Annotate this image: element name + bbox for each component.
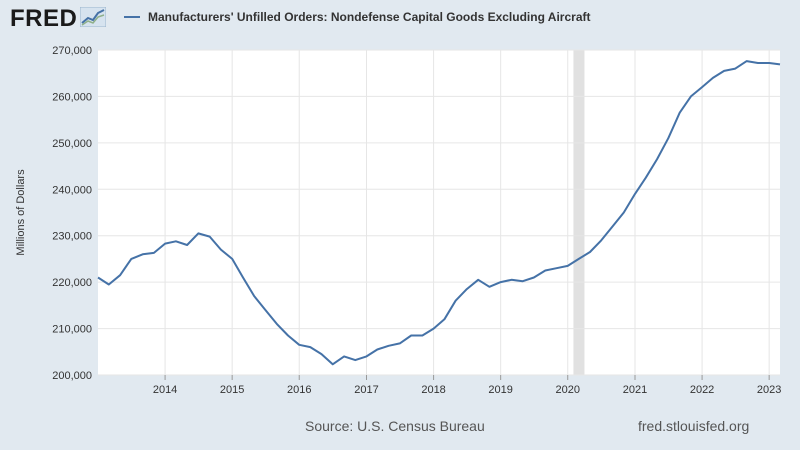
line-chart: 200,000 210,000 220,000 230,000 240,000 250,0… <box>15 45 781 396</box>
legend-swatch <box>124 16 140 18</box>
y-tick-label: 200,000 <box>52 370 92 382</box>
y-tick-label: 240,000 <box>52 184 92 196</box>
y-tick-label: 210,000 <box>52 324 92 336</box>
x-tick-label: 2023 <box>757 384 781 396</box>
x-tick-label: 2015 <box>220 384 244 396</box>
site-link[interactable]: fred.stlouisfed.org <box>638 418 750 434</box>
x-tick-label: 2020 <box>555 384 579 396</box>
y-axis-label: Millions of Dollars <box>15 169 27 256</box>
chart-title: Manufacturers' Unfilled Orders: Nondefen… <box>148 10 591 24</box>
recession-shade <box>573 50 585 375</box>
y-tick-label: 230,000 <box>52 231 92 243</box>
x-tick-label: 2016 <box>287 384 311 396</box>
plot-area <box>98 50 780 375</box>
x-tick-label: 2017 <box>354 384 378 396</box>
x-tick-label: 2019 <box>488 384 512 396</box>
x-tick-label: 2014 <box>153 384 177 396</box>
x-tick-label: 2018 <box>421 384 445 396</box>
y-tick-label: 270,000 <box>52 45 92 57</box>
x-tick-label: 2021 <box>623 384 647 396</box>
source-text: Source: U.S. Census Bureau <box>305 418 485 434</box>
fred-logo-text: FRED <box>10 5 78 32</box>
chart-legend: Manufacturers' Unfilled Orders: Nondefen… <box>124 10 590 24</box>
x-tick-label: 2022 <box>690 384 714 396</box>
y-tick-label: 220,000 <box>52 277 92 289</box>
y-tick-label: 260,000 <box>52 91 92 103</box>
series-line <box>97 60 781 366</box>
y-tick-label: 250,000 <box>52 138 92 150</box>
